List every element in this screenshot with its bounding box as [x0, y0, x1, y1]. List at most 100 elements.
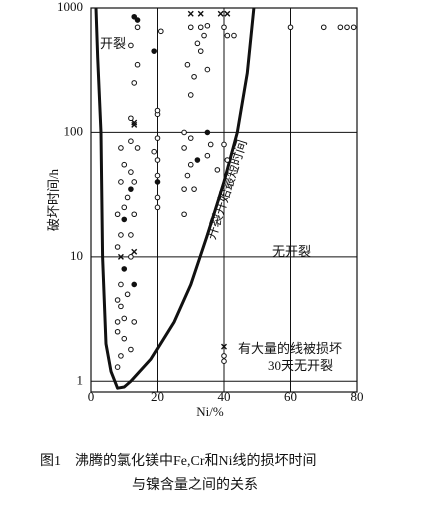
- point: [131, 179, 138, 185]
- point: [187, 10, 194, 17]
- point: [118, 353, 124, 359]
- y-axis-label: 破坏时间/h: [46, 168, 61, 231]
- point: [224, 32, 231, 39]
- point: [344, 24, 350, 31]
- point: [287, 24, 294, 31]
- point: [181, 145, 187, 151]
- point: [134, 145, 141, 151]
- y-tick-label: 10: [70, 248, 83, 263]
- point: [114, 328, 121, 335]
- y-tick-label: 1000: [57, 0, 83, 14]
- point: [117, 253, 124, 260]
- point: [221, 24, 227, 31]
- point: [121, 335, 128, 342]
- point: [224, 10, 231, 17]
- point: [181, 129, 187, 136]
- point: [187, 135, 194, 141]
- point: [118, 232, 124, 238]
- point: [124, 194, 131, 201]
- point: [114, 211, 121, 218]
- y-tick-label: 100: [64, 123, 84, 138]
- point: [204, 152, 211, 159]
- annotation: 开裂: [100, 36, 126, 51]
- point: [187, 24, 194, 31]
- point: [337, 24, 344, 31]
- annotation: 30天无开裂: [268, 358, 333, 373]
- point: [114, 297, 121, 303]
- point: [320, 24, 327, 31]
- point: [131, 119, 138, 126]
- point: [128, 186, 134, 192]
- point: [114, 244, 121, 250]
- point: [204, 129, 211, 136]
- point: [128, 42, 134, 49]
- point: [187, 92, 194, 98]
- point: [134, 24, 141, 31]
- point: [204, 66, 211, 73]
- point: [128, 232, 134, 238]
- point: [187, 161, 194, 168]
- point: [124, 291, 131, 298]
- point: [154, 194, 161, 201]
- point: [151, 148, 157, 155]
- point: [131, 281, 138, 288]
- point: [207, 141, 214, 148]
- x-tick-label: 40: [218, 389, 231, 404]
- point: [221, 353, 227, 359]
- point: [131, 121, 138, 128]
- point: [217, 10, 224, 17]
- point: [194, 157, 201, 163]
- point: [118, 303, 124, 310]
- point: [231, 32, 237, 39]
- point: [131, 13, 138, 20]
- x-tick-label: 20: [151, 389, 164, 404]
- x-axis-label: Ni/%: [196, 404, 224, 419]
- point: [154, 172, 161, 179]
- point: [114, 364, 121, 370]
- point: [214, 167, 221, 173]
- point: [197, 48, 204, 54]
- point: [131, 80, 138, 86]
- point: [184, 172, 191, 179]
- point: [191, 186, 197, 192]
- point: [158, 28, 164, 35]
- point: [221, 358, 227, 364]
- point: [151, 48, 157, 54]
- point: [121, 216, 128, 223]
- point: [128, 346, 134, 353]
- point: [121, 266, 128, 272]
- point: [197, 24, 204, 31]
- boundary-curve: [94, 7, 256, 390]
- point: [224, 157, 231, 163]
- point: [154, 107, 161, 114]
- point: [121, 204, 128, 211]
- point: [114, 319, 121, 325]
- point: [154, 157, 161, 163]
- point: [154, 135, 161, 141]
- point: [128, 169, 134, 175]
- point: [184, 61, 191, 68]
- point: [191, 73, 197, 80]
- point: [221, 343, 227, 350]
- caption: 图1 沸腾的氯化镁中Fe,Cr和Ni线的损坏时间: [40, 452, 317, 469]
- annotation: 无开裂: [272, 244, 311, 259]
- x-tick-label: 60: [284, 389, 297, 404]
- point: [154, 204, 161, 211]
- point: [128, 254, 134, 260]
- point: [131, 319, 138, 325]
- point: [350, 24, 357, 31]
- point: [181, 211, 187, 218]
- point: [181, 186, 187, 192]
- point: [128, 138, 134, 145]
- point: [121, 161, 128, 168]
- point: [131, 211, 138, 218]
- caption: 与镍含量之间的关系: [132, 477, 258, 493]
- point: [118, 179, 124, 185]
- x-tick-label: 80: [351, 389, 364, 404]
- point: [194, 40, 201, 47]
- x-tick-label: 0: [88, 389, 95, 404]
- point: [221, 141, 227, 148]
- point: [154, 179, 161, 185]
- point: [197, 10, 204, 17]
